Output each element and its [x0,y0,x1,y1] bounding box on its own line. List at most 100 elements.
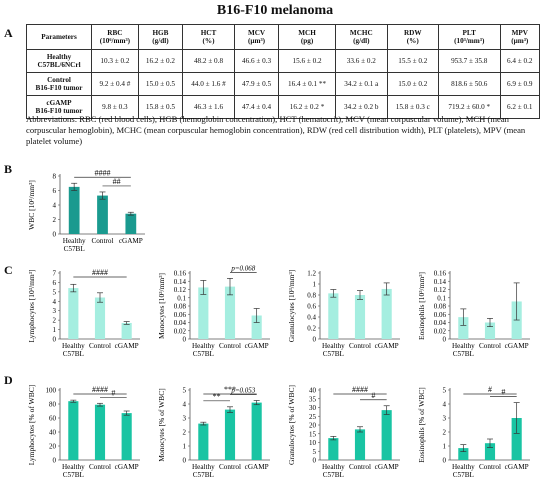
y-tick-label: 0.16 [434,270,447,278]
x-tick-label: C57BL [64,245,85,253]
y-tick-label: 0.04 [174,319,187,327]
y-tick-label: 0 [183,336,187,344]
y-tick-label: 10 [309,439,317,447]
table-row: Healthy C57BL/6NCrl 10.3 ± 0.2 16.2 ± 0.… [26,49,541,73]
chart-eosinophils-abs: Eosinophils [10³/mm³] 00.020.040.060.080.… [417,270,530,358]
x-tick-label: C57BL [323,350,344,358]
y-tick-label: 0.6 [307,303,316,311]
y-tick-label: 0.1 [437,294,446,302]
table-cell: 15.0 ± 0.2 [386,72,439,96]
significance-label: p=0.068 [230,264,255,272]
x-tick-label: cGAMP [375,463,399,471]
table-cell: 48.2 ± 0.8 [182,49,235,73]
y-tick-label: 40 [309,387,317,395]
y-axis-label: Granulocytes [10³/mm³] [287,270,296,343]
table-cell: 15.6 ± 0.2 [278,49,336,73]
y-tick-label: 8 [53,173,57,181]
bar [198,423,209,460]
bar [328,293,339,339]
x-tick-label: Control [479,463,501,471]
table-cell: 818.6 ± 50.6 [437,72,501,96]
x-tick-label: Control [92,237,114,245]
y-tick-label: 0.16 [174,270,187,278]
y-tick-label: 1 [313,281,317,289]
x-tick-label: Control [479,342,501,350]
y-tick-label: 7 [53,270,57,278]
table-header-row: Parameters RBC (10⁶/mm³) HGB (g/dl) HCT … [26,24,541,50]
y-tick-label: 0.08 [174,303,187,311]
bar [224,409,236,460]
header-plt: PLT (10³/mm³) [437,24,501,50]
y-tick-label: 4 [443,401,447,409]
y-tick-label: 40 [49,429,57,437]
figure-title: B16-F10 melanoma [216,3,334,18]
table-cell: 15.8 ± 0.3 c [386,95,439,119]
table-cell: 15.5 ± 0.2 [386,49,439,73]
table-cell: 34.2 ± 0.1 a [334,72,388,96]
bar [328,438,339,460]
x-tick-label: Healthy [192,463,215,471]
y-tick-label: 1 [183,443,187,451]
significance-label: ## [113,177,121,186]
x-tick-label: cGAMP [119,237,143,245]
table-cell: 16.4 ± 0.1 ** [278,72,336,96]
blood-parameters-table: Parameters RBC (10⁶/mm³) HGB (g/dl) HCT … [26,24,541,119]
bar [68,288,79,339]
header-parameters: Parameters [26,24,92,50]
x-tick-label: cGAMP [115,342,139,350]
table-cell: 33.6 ± 0.2 [334,49,388,73]
y-tick-label: 0.02 [174,327,187,335]
y-tick-label: 0 [53,457,57,465]
header-hct: HCT (%) [182,24,235,50]
y-tick-label: 0.14 [434,278,447,286]
x-tick-label: cGAMP [375,342,399,350]
x-tick-label: C57BL [453,471,474,479]
y-tick-label: 0 [183,457,187,465]
x-tick-label: Healthy [452,342,475,350]
x-tick-label: C57BL [323,471,344,479]
table-cell: 9.8 ± 0.3 [91,95,139,119]
table-cell: 46.6 ± 0.3 [233,49,280,73]
table-cell: 16.2 ± 0.2 [137,49,184,73]
x-tick-label: C57BL [453,350,474,358]
bar [458,317,469,339]
table-cell: 15.8 ± 0.5 [137,95,184,119]
significance-label: p=0.053 [230,387,255,395]
y-tick-label: 0 [53,336,57,344]
y-axis-label: Eosinophils [10³/mm³] [417,272,426,340]
y-tick-label: 0.04 [434,319,447,327]
bar [511,418,522,460]
x-tick-label: C57BL [63,471,84,479]
y-tick-label: 5 [443,387,447,395]
table-cell: 953.7 ± 35.8 [437,49,501,73]
y-tick-label: 5 [183,387,187,395]
chart-eosinophils-pct: Eosinophils [% of WBC] 0 1 2 3 4 5 HealthyC57BL… [417,385,530,479]
significance-label: #### [92,268,108,277]
y-tick-label: 15 [309,430,317,438]
y-tick-label: 0.12 [434,286,447,294]
y-tick-label: 0.02 [434,327,447,335]
significance-label: # [488,385,492,394]
header-mchc: MCHC (g/dl) [334,24,388,50]
y-tick-label: 30 [309,404,317,412]
y-axis-label: Monocytes [% of WBC] [157,388,166,461]
y-tick-label: 0 [443,336,447,344]
y-tick-label: 2 [53,216,57,224]
bar [381,410,392,460]
table-row: Control B16-F10 tumor 9.2 ± 0.4 # 15.0 ±… [26,72,541,96]
table-cell: 10.3 ± 0.2 [91,49,139,73]
significance-label: #### [352,385,368,394]
y-tick-label: 5 [53,288,57,296]
y-tick-label: 6 [53,279,57,287]
y-tick-label: 6 [53,187,57,195]
x-tick-label: Control [349,463,371,471]
x-tick-label: Control [89,342,111,350]
x-tick-label: C57BL [63,350,84,358]
x-tick-label: Control [219,342,241,350]
y-tick-label: 0 [313,336,317,344]
significance-label: # [371,391,375,400]
header-mpv: MPV (µm³) [499,24,541,50]
panel-label-a: A [4,26,13,40]
